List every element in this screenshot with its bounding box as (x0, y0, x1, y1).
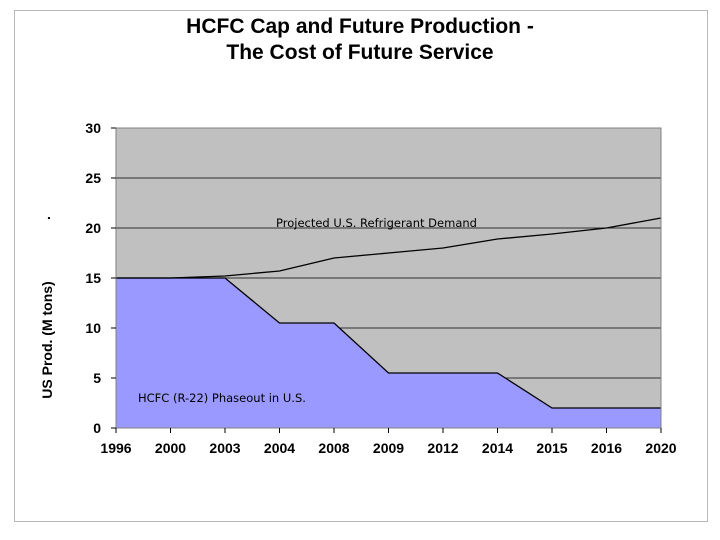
demand-line (116, 217, 662, 279)
y-tick-label: 0 (93, 420, 101, 436)
y-tick-label: 15 (85, 270, 101, 286)
x-tick-label: 1996 (100, 440, 131, 456)
x-tick-label: 2000 (155, 440, 186, 456)
chart-title: HCFC Cap and Future Production - The Cos… (0, 14, 720, 66)
x-tick-label: 2004 (264, 440, 295, 456)
chart-title-line-2: The Cost of Future Service (226, 41, 494, 64)
y-axis-label: US Prod. (M tons) (39, 281, 55, 398)
chart-title-line-1: HCFC Cap and Future Production - (186, 15, 534, 38)
y-tick-label: 5 (93, 370, 101, 386)
x-tick-label: 2020 (645, 440, 676, 456)
x-tick-label: 2003 (209, 440, 240, 456)
y-tick-label: 20 (85, 220, 101, 236)
y-tick-label: 30 (85, 120, 101, 136)
y-tick-label: 10 (85, 320, 101, 336)
y-tick-label: 25 (85, 170, 101, 186)
x-tick-label: 2009 (373, 440, 404, 456)
x-tick-label: 2015 (536, 440, 567, 456)
annotation-demand: Projected U.S. Refrigerant Demand (276, 216, 477, 230)
x-tick-label: 2016 (591, 440, 622, 456)
x-tick-label: 2012 (427, 440, 458, 456)
stray-mark: . (37, 216, 53, 220)
phaseout-line (116, 277, 661, 409)
annotation-phaseout: HCFC (R-22) Phaseout in U.S. (138, 391, 306, 405)
x-tick-label: 2014 (482, 440, 513, 456)
x-tick-label: 2008 (318, 440, 349, 456)
